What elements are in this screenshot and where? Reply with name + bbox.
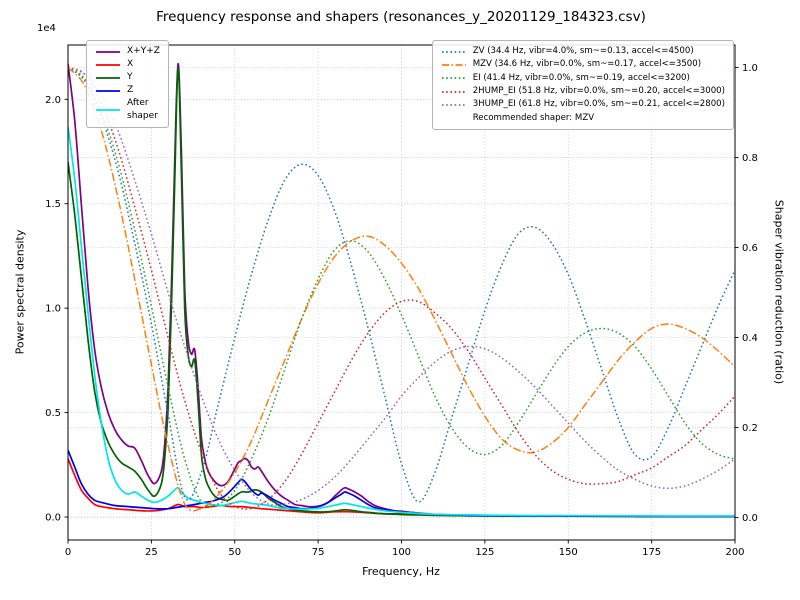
legend-label: 3HUMP_EI (61.8 Hz, vibr=0.0%, sm~=0.21, … [472,99,725,110]
tick-label: 0.8 [742,153,758,164]
legend-item-psd: After shaper [95,97,160,123]
legend-line-swatch [441,64,466,66]
tick-label: 1.5 [45,199,61,210]
legend-label: After shaper [127,98,158,122]
tick-label: 0.5 [45,408,61,419]
shaper-line-ei [68,66,735,508]
chart-title: Frequency response and shapers (resonanc… [156,9,646,25]
tick-label: 125 [475,547,494,558]
axis-ticks: 0 25 50 75 100 125 150 175 200 0.0 0.5 1.0 1.5 2.0 0.0… [45,63,758,558]
legend-line-swatch [96,109,120,112]
legend-line-swatch [96,63,120,66]
legend-label: X [127,59,134,70]
legend-item-shaper: EI (41.4 Hz, vibr=0.0%, sm~=0.19, accel<… [441,72,725,85]
tick-label: 200 [725,547,744,558]
legend-label: 2HUMP_EI (51.8 Hz, vibr=0.0%, sm~=0.20, … [472,85,725,96]
legend-label: X+Y+Z [127,46,160,56]
legend-line-swatch [96,50,120,53]
legend-item-shaper: MZV (34.6 Hz, vibr=0.0%, sm~=0.17, accel… [441,58,725,71]
legend-label: Z [127,85,134,96]
legend-label: Y [127,72,133,83]
y-axis-label-right: Shaper vibration reduction (ratio) [772,199,786,385]
tick-label: 100 [392,547,411,558]
tick-label: 1.0 [45,304,61,315]
tick-label: 0.2 [742,423,758,434]
shaper-line-mzv [68,66,735,512]
legend-note-text: Recommended shaper: MZV [472,112,595,123]
tick-label: 0 [65,547,71,558]
tick-label: 2.0 [45,95,61,106]
tick-label: 0.4 [742,333,758,344]
legend-line-swatch [441,90,466,93]
recommended-shaper-note: Recommended shaper: MZV [441,112,725,125]
shaper-line-2hump_ei [68,66,735,510]
axis-offset-label: 1e4 [37,23,56,34]
legend-item-psd: X [95,58,160,71]
legend-label: MZV (34.6 Hz, vibr=0.0%, sm~=0.17, accel… [472,59,702,70]
tick-label: 150 [559,547,578,558]
tick-label: 1.0 [742,63,758,74]
legend-line-swatch [441,77,466,80]
x-axis-label: Frequency, Hz [362,565,440,578]
psd-line-y [68,67,735,518]
legend-item-shaper: ZV (34.4 Hz, vibr=4.0%, sm~=0.13, accel<… [441,45,725,58]
tick-label: 0.6 [742,243,758,254]
shaper-line-3hump_ei [68,66,735,506]
legend-item-shaper: 2HUMP_EI (51.8 Hz, vibr=0.0%, sm~=0.20, … [441,85,725,98]
legend-line-swatch [96,89,120,92]
grid-lines [67,45,736,540]
tick-label: 175 [642,547,661,558]
tick-label: 0.0 [742,513,758,524]
legend-line-swatch [441,104,466,106]
shaper-legend: ZV (34.4 Hz, vibr=4.0%, sm~=0.13, accel<… [431,40,734,130]
legend-item-psd: X+Y+Z [95,45,160,58]
legend-item-psd: Y [95,71,160,84]
y-axis-label-left: Power spectral density [13,229,27,355]
tick-label: 75 [312,547,325,558]
legend-label: ZV (34.4 Hz, vibr=4.0%, sm~=0.13, accel<… [472,46,694,56]
legend-label: EI (41.4 Hz, vibr=0.0%, sm~=0.19, accel<… [472,72,690,83]
tick-label: 0.0 [45,513,61,524]
legend-item-psd: Z [95,84,160,97]
tick-label: 50 [228,547,241,558]
psd-legend: X+Y+Z X Y Z After shaper [86,40,169,129]
legend-line-swatch [441,50,466,53]
psd-line-after-shaper [68,126,735,517]
legend-item-shaper: 3HUMP_EI (61.8 Hz, vibr=0.0%, sm~=0.21, … [441,98,725,111]
legend-line-swatch [96,76,120,79]
tick-label: 25 [145,547,158,558]
